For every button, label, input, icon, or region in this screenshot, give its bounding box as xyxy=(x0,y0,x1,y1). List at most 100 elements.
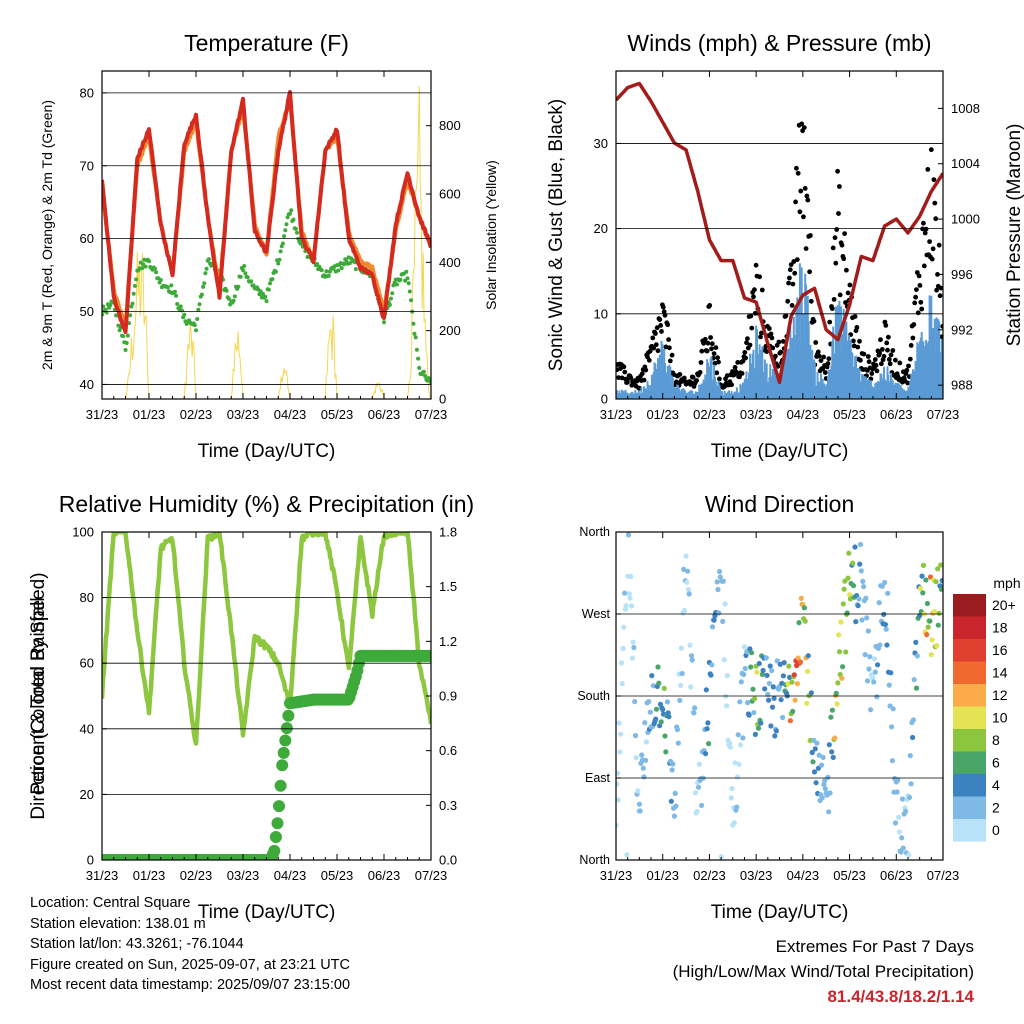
gust-point xyxy=(665,322,671,328)
td-point xyxy=(236,284,241,289)
gust-point xyxy=(677,372,683,377)
direction-point xyxy=(683,553,689,559)
y-tick-label: 20 xyxy=(80,787,94,802)
direction-point xyxy=(621,624,627,630)
direction-point xyxy=(895,777,901,783)
direction-point xyxy=(643,739,650,745)
direction-point xyxy=(857,561,863,567)
gust-point xyxy=(904,367,910,373)
gust-point xyxy=(825,361,831,366)
direction-point xyxy=(736,761,742,767)
td-point xyxy=(154,270,159,275)
legend-label: 12 xyxy=(992,687,1008,703)
direction-point xyxy=(924,600,931,607)
gust-point xyxy=(654,325,660,331)
direction-point xyxy=(656,680,662,686)
gust-point xyxy=(938,285,943,291)
y-tick-label: West xyxy=(582,607,611,621)
gust-point xyxy=(877,350,882,356)
td-point xyxy=(342,262,346,267)
direction-point xyxy=(709,662,715,668)
direction-point xyxy=(910,717,917,723)
gust-point xyxy=(641,377,647,383)
plot-frame xyxy=(101,531,432,861)
td-point xyxy=(414,347,419,352)
x-tick-label: 31/23 xyxy=(600,868,633,883)
gust-point xyxy=(732,365,738,370)
chart-title: Winds (mph) & Pressure (mb) xyxy=(627,30,931,56)
direction-point xyxy=(871,656,878,662)
direction-point xyxy=(798,595,804,602)
x-tick-label: 04/23 xyxy=(274,407,307,422)
gust-point xyxy=(787,275,792,281)
direction-point xyxy=(785,681,791,687)
extremes-box: Extremes For Past 7 Days (High/Low/Max W… xyxy=(673,934,974,1009)
gust-point xyxy=(883,323,889,328)
direction-point xyxy=(857,541,864,548)
direction-point xyxy=(627,595,633,601)
gust-point xyxy=(839,242,845,248)
td-point xyxy=(125,333,130,338)
gust-point xyxy=(937,293,943,299)
direction-point xyxy=(913,685,920,691)
gust-point xyxy=(716,359,721,365)
y2-tick-label: 992 xyxy=(951,322,973,337)
direction-point xyxy=(717,574,723,580)
y2-tick-label: 600 xyxy=(439,187,461,202)
direction-point xyxy=(653,706,660,712)
gust-point xyxy=(799,121,805,127)
direction-point xyxy=(616,822,619,828)
gust-point xyxy=(843,300,848,305)
plot-frame xyxy=(615,70,944,400)
direction-point xyxy=(911,677,917,683)
plot-area xyxy=(616,532,943,860)
legend-label: 8 xyxy=(992,732,1000,748)
direction-point xyxy=(699,802,705,809)
direction-point xyxy=(748,664,754,670)
direction-point xyxy=(671,813,678,819)
y2-tick-label: 0 xyxy=(439,392,446,407)
td-point xyxy=(270,277,275,282)
td-point xyxy=(123,348,128,352)
gust-point xyxy=(790,281,796,287)
direction-point xyxy=(722,601,728,607)
direction-point xyxy=(688,653,695,659)
direction-point xyxy=(622,590,628,596)
x-tick-label: 07/23 xyxy=(927,868,960,883)
direction-point xyxy=(855,603,861,609)
x-tick-label: 06/23 xyxy=(880,868,913,883)
y-tick-label: 80 xyxy=(80,85,94,100)
td-point xyxy=(175,302,180,306)
x-tick-label: 03/23 xyxy=(227,407,260,422)
direction-point xyxy=(738,679,744,685)
direction-point xyxy=(829,707,836,713)
gust-point xyxy=(886,334,891,340)
legend-swatch xyxy=(953,616,986,639)
direction-point xyxy=(762,686,768,692)
direction-point xyxy=(664,699,671,705)
station-location: Location: Central Square xyxy=(30,895,191,911)
td-point xyxy=(199,292,204,297)
gust-point xyxy=(837,184,842,189)
series-2m-t xyxy=(102,90,431,335)
direction-point xyxy=(920,562,927,569)
gust-point xyxy=(845,290,851,296)
gust-point xyxy=(930,246,936,252)
direction-point xyxy=(630,639,636,645)
gust-point xyxy=(766,326,772,331)
gust-point xyxy=(905,380,911,386)
direction-point xyxy=(883,626,889,632)
direction-point xyxy=(704,726,710,732)
direction-point xyxy=(752,696,758,702)
gust-point xyxy=(888,352,894,358)
direction-point xyxy=(830,754,836,761)
direction-point xyxy=(741,671,747,678)
x-tick-label: 04/23 xyxy=(787,407,820,422)
direction-point xyxy=(641,774,647,780)
gust-point xyxy=(769,335,775,341)
direction-point xyxy=(833,690,839,696)
gust-point xyxy=(833,260,839,266)
extremes-subtitle: (High/Low/Max Wind/Total Precipitation) xyxy=(672,962,974,981)
direction-point xyxy=(685,587,692,593)
legend-swatch xyxy=(953,796,986,819)
